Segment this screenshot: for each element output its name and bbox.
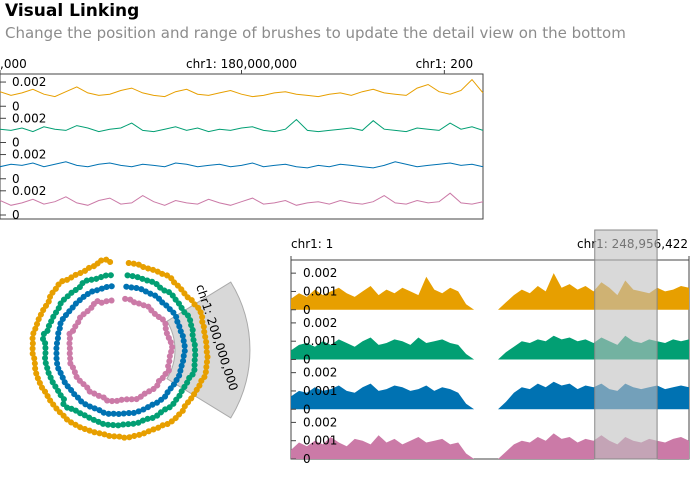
top-y-tick-label: 0.002 [12,75,46,89]
top-y-tick-label: 0.002 [12,148,46,162]
top-y-tick-label: 0 [12,208,20,222]
top-y-tick-label: 0.002 [12,111,46,125]
bottom-y-tick-label: 0.001 [303,434,337,448]
bottom-y-tick-label: 0.002 [303,266,337,280]
circular-overview-chart[interactable]: chr1: 200,000,000 [29,256,251,441]
top-y-tick-label: 0 [12,99,20,113]
top-series-line-2 [0,118,484,133]
circular-series-2 [39,271,199,429]
bottom-y-tick-label: 0.001 [303,334,337,348]
top-series-line-4 [0,192,484,206]
top-x-tick-label: chr1: 180,000,000 [186,57,297,71]
bottom-y-tick-label: 0.001 [303,284,337,298]
top-y-tick-label: 0 [12,136,20,150]
top-overview-chart[interactable]: ,000,000 chr1: 180,000,000 chr1: 200 0.002… [0,57,484,222]
bottom-y-tick-label: 0 [303,402,311,416]
bottom-series-area-1 [291,273,689,310]
bottom-y-tick-label: 0.001 [303,384,337,398]
circular-series-4 [65,295,176,405]
circular-series-1 [29,256,211,441]
bottom-y-tick-label: 0 [303,452,311,466]
top-y-tick-label: 0.002 [12,184,46,198]
top-series-line-1 [0,78,484,98]
bottom-y-tick-label: 0.002 [303,366,337,380]
page-subtitle: Change the position and range of brushes… [5,24,626,42]
bottom-y-tick-label: 0 [303,353,311,367]
bottom-y-tick-label: 0.002 [303,415,337,429]
bottom-x-tick-label: chr1: 1 [291,237,333,251]
bottom-series-area-3 [291,381,689,410]
top-series-line-3 [0,161,484,169]
top-x-tick-label: chr1: 200 [416,57,474,71]
top-y-tick-label: 0 [12,172,20,186]
detail-brush[interactable] [594,229,658,460]
bottom-y-tick-label: 0.002 [303,316,337,330]
top-chart-frame [0,73,484,220]
circular-series-3 [53,283,188,417]
bottom-series-area-2 [291,335,689,360]
page-title: Visual Linking [5,1,140,21]
bottom-y-tick-label: 0 [303,303,311,317]
top-x-tick-label: ,000,000 [0,57,27,71]
bottom-series-area-4 [291,433,689,459]
